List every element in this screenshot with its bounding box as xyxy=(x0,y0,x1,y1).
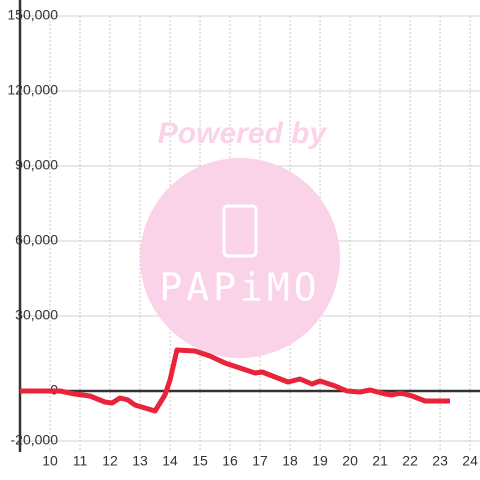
logo-text: PAPiMO xyxy=(159,266,320,310)
logo-circle xyxy=(140,158,340,358)
logo-phone xyxy=(222,204,258,258)
data-line xyxy=(20,347,450,414)
y-tick-label: 30,000 xyxy=(15,307,58,323)
x-tick-label: 13 xyxy=(132,453,148,469)
y-tick-label: 90,000 xyxy=(15,157,58,173)
x-tick-label: 12 xyxy=(102,453,118,469)
x-tick-label: 20 xyxy=(342,453,358,469)
y-tick-label: -20,000 xyxy=(11,432,59,448)
y-tick-label: 150,000 xyxy=(7,7,58,23)
y-tick-label: 120,000 xyxy=(7,82,58,98)
watermark-text: Powered by xyxy=(158,117,328,150)
x-tick-label: 17 xyxy=(252,453,268,469)
x-tick-label: 22 xyxy=(402,453,418,469)
x-tick-label: 21 xyxy=(372,453,388,469)
x-tick-label: 14 xyxy=(162,453,178,469)
x-tick-label: 11 xyxy=(73,453,88,469)
x-tick-label: 19 xyxy=(312,453,328,469)
x-tick-label: 24 xyxy=(462,453,478,469)
x-tick-label: 18 xyxy=(282,453,298,469)
x-tick-label: 16 xyxy=(222,453,238,469)
x-tick-label: 23 xyxy=(432,453,448,469)
y-tick-label: 60,000 xyxy=(15,232,58,248)
x-tick-label: 15 xyxy=(192,453,208,469)
x-tick-label: 10 xyxy=(42,453,58,469)
watermark: Powered by PAPiMO xyxy=(140,117,340,358)
